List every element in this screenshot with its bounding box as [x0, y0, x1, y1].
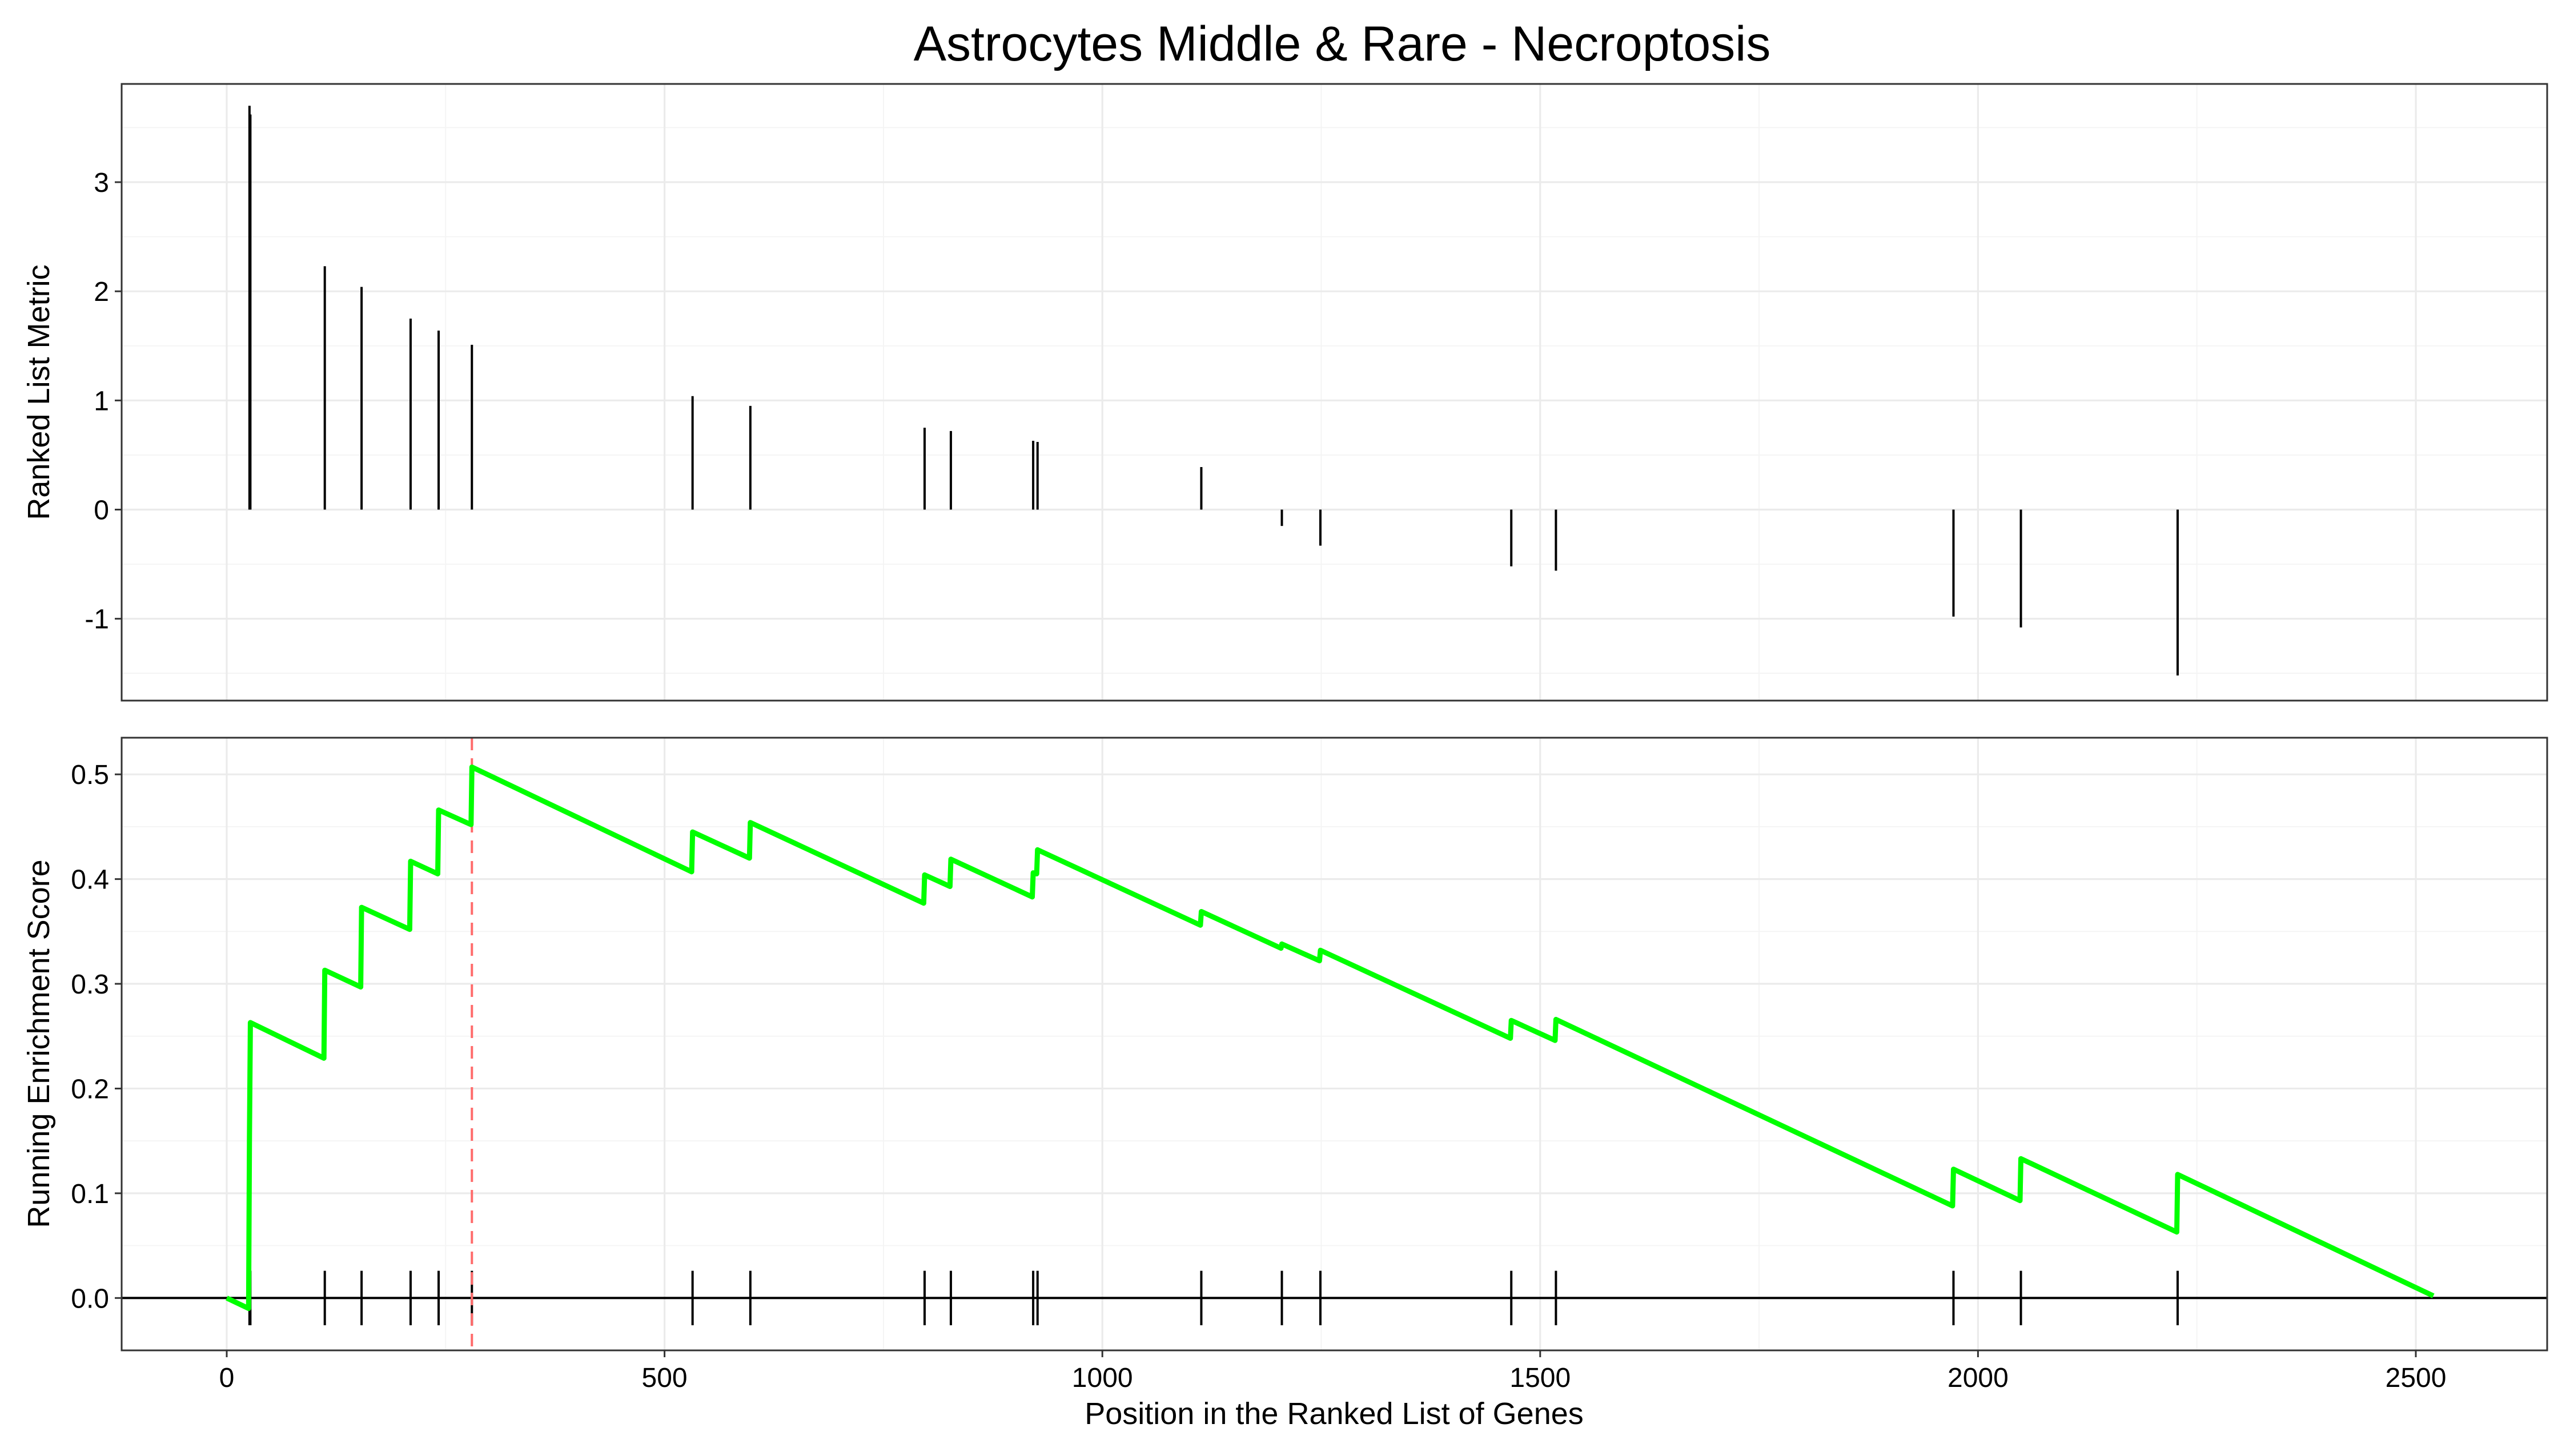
enrichment-gridlines [122, 738, 2547, 1351]
metric-y-axis: -1 0 1 2 3 [85, 168, 122, 635]
x-tick-label: 500 [642, 1363, 688, 1393]
chart-title: Astrocytes Middle & Rare - Necroptosis [914, 17, 1771, 71]
x-tick-label: 1000 [1072, 1363, 1133, 1393]
enrichment-y-axis: 0.0 0.1 0.2 0.3 0.4 0.5 [71, 760, 122, 1314]
x-axis: 0 500 1000 1500 2000 2500 [219, 1350, 2447, 1393]
x-tick-label: 1500 [1509, 1363, 1571, 1393]
y-tick-label: 0.1 [71, 1179, 109, 1209]
metric-gridlines [122, 84, 2547, 701]
enrichment-score-line [226, 764, 2435, 1312]
y-tick-label: 0.5 [71, 760, 109, 790]
metric-y-axis-label: Ranked List Metric [22, 264, 56, 520]
y-tick-label: 1 [94, 386, 109, 416]
x-axis-label: Position in the Ranked List of Genes [1085, 1397, 1584, 1431]
metric-bars [248, 106, 2179, 676]
enrichment-y-axis-label: Running Enrichment Score [22, 859, 56, 1228]
y-tick-label: -1 [85, 605, 109, 635]
y-tick-label: 0.0 [71, 1284, 109, 1314]
metric-panel: -1 0 1 2 3 Ranked List Metric [22, 83, 2548, 702]
x-tick-label: 0 [219, 1363, 235, 1393]
metric-panel-border [121, 83, 2548, 702]
y-tick-label: 0.3 [71, 970, 109, 1000]
y-tick-label: 0.4 [71, 865, 109, 895]
x-tick-label: 2500 [2386, 1363, 2447, 1393]
y-tick-label: 0 [94, 495, 109, 525]
y-tick-label: 0.2 [71, 1074, 109, 1104]
y-tick-label: 2 [94, 277, 109, 307]
x-tick-label: 2000 [1947, 1363, 2009, 1393]
enrichment-panel-border [121, 737, 2548, 1352]
enrichment-panel: 0.00.10.20.30.40.5 0 500 1000 1500 2000 2500 … [22, 737, 2548, 1431]
y-tick-label: 3 [94, 168, 109, 198]
